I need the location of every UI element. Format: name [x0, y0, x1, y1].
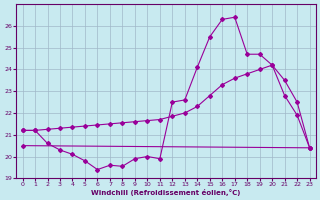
X-axis label: Windchill (Refroidissement éolien,°C): Windchill (Refroidissement éolien,°C)	[92, 189, 241, 196]
